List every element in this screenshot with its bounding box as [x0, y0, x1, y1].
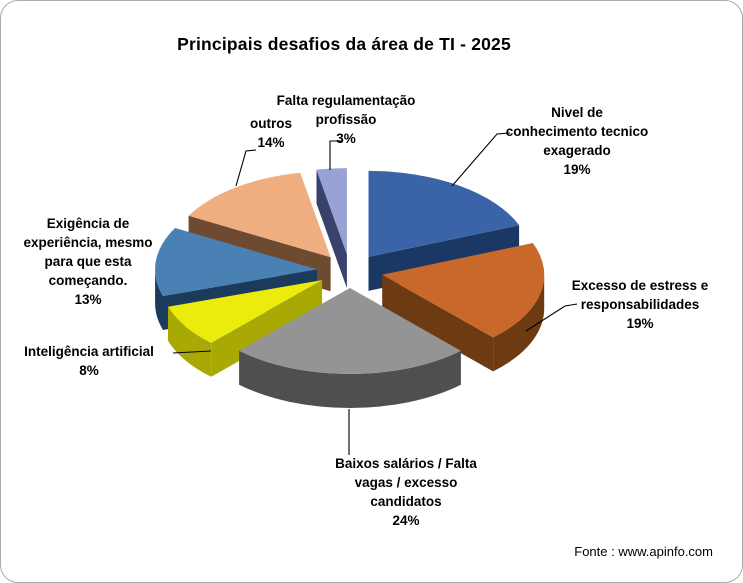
- label-baixos-salarios: Baixos salários / Falta vagas / excesso ca…: [311, 454, 501, 530]
- callout-line: profissão: [315, 112, 377, 127]
- pie-slice-top: [368, 170, 520, 257]
- callout-line: vagas / excesso: [354, 475, 458, 490]
- pie-slice-top: [155, 228, 318, 296]
- callout-line: Excesso de estress e: [571, 278, 709, 293]
- pie-slice-cut-face: [316, 169, 347, 289]
- callout-line: exagerado: [543, 143, 611, 158]
- pie-slice-rim: [493, 274, 545, 372]
- callout-line: 3%: [336, 131, 356, 146]
- callout-line: Nivel de: [551, 105, 603, 120]
- callout-line: conhecimento tecnico: [505, 124, 649, 139]
- source-note: Fonte : www.apinfo.com: [574, 544, 713, 559]
- label-outros: outros 14%: [221, 114, 321, 152]
- leader-line: [451, 132, 511, 187]
- callout-line: outros: [250, 116, 292, 131]
- callout-line: 14%: [257, 135, 285, 150]
- pie-slice-rim: [155, 269, 163, 330]
- callout-line: 19%: [563, 162, 591, 177]
- callout-line: para que esta: [44, 254, 132, 269]
- label-falta-regulamentacao: Falta regulamentação profissão 3%: [261, 91, 431, 148]
- pie-slice-top: [316, 168, 347, 255]
- pie-slice-cut-face: [382, 274, 494, 372]
- callout-line: responsabilidades: [580, 297, 700, 312]
- callout-line: Inteligência artificial: [24, 344, 154, 359]
- label-inteligencia-artificial: Inteligência artificial 8%: [0, 342, 178, 380]
- callout-line: 8%: [79, 363, 99, 378]
- callout-line: começando.: [48, 273, 128, 288]
- label-exigencia-experiencia: Exigência de experiência, mesmo para que e…: [0, 214, 176, 309]
- callout-line: Falta regulamentação: [276, 93, 416, 108]
- pie-slice-cut-face: [211, 280, 323, 377]
- leader-line: [235, 149, 257, 187]
- leader-line: [525, 303, 578, 332]
- pie-slice-top: [168, 280, 323, 343]
- callout-line: experiência, mesmo: [23, 235, 153, 250]
- leader-line: [172, 350, 212, 354]
- pie-slice-top: [239, 288, 461, 375]
- leader-line: [329, 140, 342, 170]
- label-excesso-estress: Excesso de estress e responsabilidades 19%: [545, 276, 735, 333]
- callout-line: candidatos: [370, 494, 442, 509]
- callout-line: Baixos salários / Falta: [335, 456, 477, 471]
- pie-slice-rim: [239, 350, 461, 409]
- pie-slice-rim: [168, 306, 212, 377]
- callout-line: 19%: [626, 316, 654, 331]
- pie-slice-top: [188, 172, 331, 258]
- callout-line: 24%: [392, 513, 420, 528]
- pie-slice-top: [382, 243, 545, 338]
- callout-line: 13%: [74, 292, 102, 307]
- label-nivel-conhecimento: Nivel de conhecimento tecnico exagerado 19%: [487, 103, 667, 179]
- chart-title: Principais desafios da área de TI - 2025: [177, 34, 511, 54]
- callout-line: Exigência de: [46, 216, 130, 231]
